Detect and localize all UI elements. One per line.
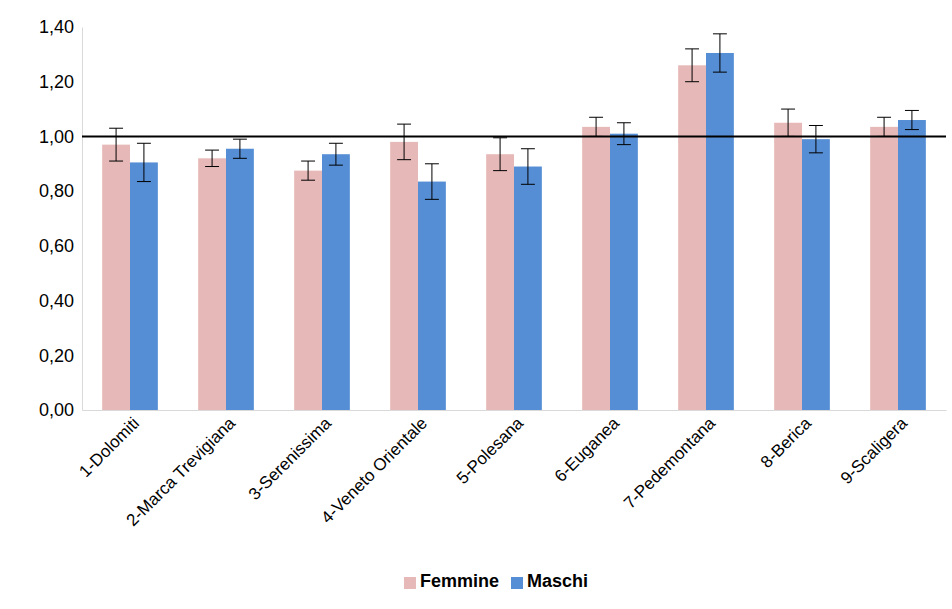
bar xyxy=(774,123,802,410)
x-tick-label: 8-Berica xyxy=(757,413,816,472)
y-tick-label: 0,20 xyxy=(39,346,74,366)
x-tick-label: 3-Serenissima xyxy=(245,413,336,504)
y-tick-label: 0,80 xyxy=(39,181,74,201)
x-tick: 8-Berica xyxy=(757,410,816,472)
error-bar xyxy=(205,150,219,166)
legend: Femmine Maschi xyxy=(404,571,588,591)
bar xyxy=(226,149,254,410)
plot: 0,00 0,20 0,40 0,60 0,80 1,00 1,20 1,40 1-Dolomi… xyxy=(39,17,947,530)
error-bar xyxy=(329,143,343,165)
error-bar xyxy=(109,128,123,161)
error-bar xyxy=(493,138,507,171)
error-bar xyxy=(685,49,699,82)
y-axis: 0,00 0,20 0,40 0,60 0,80 1,00 1,20 1,40 xyxy=(39,17,83,420)
bar xyxy=(582,127,610,410)
x-tick-label: 5-Polesana xyxy=(453,413,528,488)
x-tick: 1-Dolomiti xyxy=(75,410,143,481)
bar xyxy=(706,53,734,410)
error-bar xyxy=(877,117,891,136)
error-bar xyxy=(137,143,151,181)
bar xyxy=(870,127,898,410)
y-tick: 0,00 xyxy=(39,400,82,420)
y-tick-label: 1,00 xyxy=(39,127,74,147)
x-tick-label: 4-Veneto Orientale xyxy=(317,414,431,528)
error-bar xyxy=(301,161,315,180)
series xyxy=(102,49,898,410)
y-tick: 1,00 xyxy=(39,127,82,147)
y-tick-label: 1,20 xyxy=(39,72,74,92)
y-tick-label: 1,40 xyxy=(39,17,74,37)
error-bar xyxy=(589,117,603,136)
x-tick: 2-Marca Trevigiana xyxy=(123,410,240,530)
error-bar xyxy=(425,164,439,200)
y-tick: 0,40 xyxy=(39,291,82,311)
error-bar xyxy=(809,125,823,152)
bar xyxy=(802,139,830,410)
error-bar xyxy=(521,149,535,185)
bar xyxy=(390,142,418,410)
bar xyxy=(678,65,706,410)
x-tick-label: 9-Scaligera xyxy=(837,413,912,488)
error-bar xyxy=(781,109,795,136)
y-tick-label: 0,60 xyxy=(39,236,74,256)
y-tick: 1,20 xyxy=(39,72,82,92)
chart: 0,00 0,20 0,40 0,60 0,80 1,00 1,20 1,40 1-Dolomi… xyxy=(0,0,952,609)
bar xyxy=(102,145,130,410)
x-tick: 5-Polesana xyxy=(453,410,528,488)
error-bar xyxy=(905,110,919,129)
legend-item: Maschi xyxy=(511,571,588,591)
x-tick: 7-Pedemontana xyxy=(620,410,719,513)
series xyxy=(130,34,926,410)
x-tick-label: 6-Euganea xyxy=(551,413,624,486)
x-tick: 4-Veneto Orientale xyxy=(317,410,431,527)
error-bar xyxy=(713,34,727,72)
x-tick: 6-Euganea xyxy=(551,410,624,486)
bar xyxy=(486,154,514,410)
x-axis: 1-Dolomiti2-Marca Trevigiana3-Serenissim… xyxy=(75,410,946,530)
bar xyxy=(294,171,322,410)
marks xyxy=(82,34,946,410)
reference-line xyxy=(82,135,946,137)
legend-label: Maschi xyxy=(527,571,588,591)
x-axis-line xyxy=(83,410,947,411)
y-tick-label: 0,40 xyxy=(39,291,74,311)
bar xyxy=(610,134,638,410)
legend-swatch xyxy=(511,577,523,589)
legend-label: Femmine xyxy=(420,571,499,591)
x-tick: 9-Scaligera xyxy=(837,410,912,488)
x-tick-label: 1-Dolomiti xyxy=(75,414,143,482)
bar xyxy=(514,167,542,410)
error-bar xyxy=(233,139,247,158)
y-tick: 0,60 xyxy=(39,236,82,256)
x-tick-label: 2-Marca Trevigiana xyxy=(123,413,240,530)
y-axis-line xyxy=(82,28,83,411)
y-tick: 1,40 xyxy=(39,17,82,37)
y-tick-label: 0,00 xyxy=(39,400,74,420)
legend-item: Femmine xyxy=(404,571,499,591)
x-tick: 3-Serenissima xyxy=(245,410,336,504)
x-tick-label: 7-Pedemontana xyxy=(620,413,719,512)
bar xyxy=(198,158,226,410)
bar xyxy=(418,182,446,410)
error-bar xyxy=(397,124,411,160)
legend-swatch xyxy=(404,577,416,589)
bar xyxy=(898,120,926,410)
y-tick: 0,80 xyxy=(39,181,82,201)
bar xyxy=(130,162,158,410)
error-bar xyxy=(617,123,631,145)
y-tick: 0,20 xyxy=(39,346,82,366)
bar xyxy=(322,154,350,410)
